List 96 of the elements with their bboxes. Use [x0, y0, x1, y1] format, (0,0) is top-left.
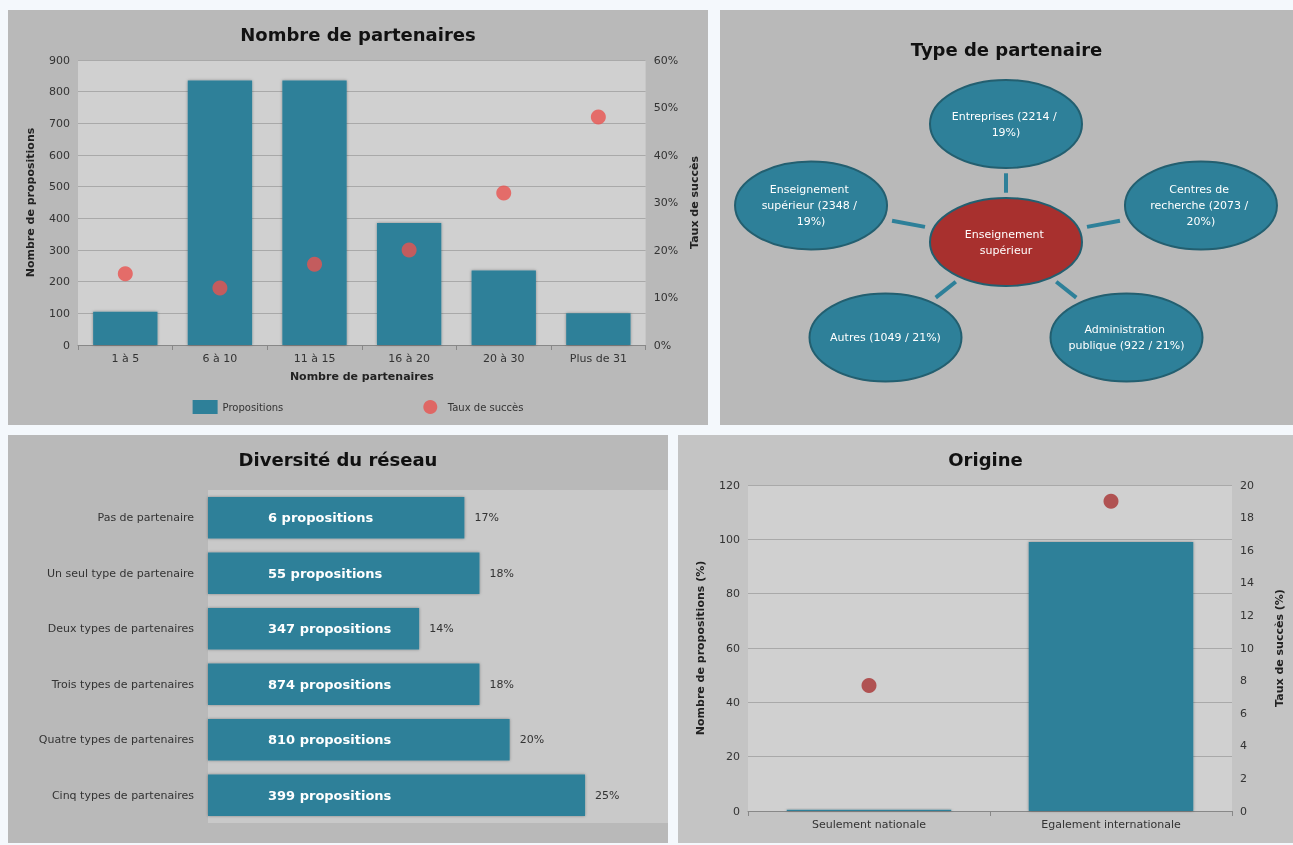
y2-tick-label: 4 [1240, 739, 1247, 753]
y-tick-label: 100 [49, 306, 70, 320]
y2-tick-label: 20 [1240, 478, 1254, 492]
text: Entreprises (2214 / 19%) [951, 109, 1061, 139]
y2-axis-title: Taux de succès (%) [1273, 589, 1286, 707]
y-tick-label: 600 [49, 148, 70, 162]
y-tick-label: 500 [49, 180, 70, 194]
y2-tick-label: 20% [653, 243, 679, 257]
chart-title: Origine [948, 448, 1023, 470]
y-tick-label: 200 [49, 275, 70, 289]
x-tick-label: 11 à 15 [293, 352, 336, 365]
bar [282, 80, 347, 345]
point [401, 242, 417, 258]
y2-tick-label: 8 [1240, 674, 1247, 688]
annotation: 874 propositions [268, 676, 392, 692]
y2-tick-label: 10 [1240, 641, 1254, 655]
annotation: 55 propositions [268, 565, 383, 581]
data-label: 25% [595, 788, 620, 802]
text: Centres de recherche (2073 / 20%) [1150, 183, 1252, 229]
legend-label: Taux de succès [446, 401, 524, 413]
y-tick-label: Quatre types de partenaires [38, 733, 195, 747]
x-tick-label: 16 à 20 [388, 352, 430, 365]
x-axis-title: Nombre de partenaires [289, 370, 435, 383]
y-tick-label: Cinq types de partenaires [51, 788, 195, 802]
y2-tick-label: 16 [1240, 543, 1254, 557]
annotation: 6 propositions [268, 510, 374, 526]
data-label: 14% [429, 622, 454, 636]
x-tick-label: Seulement nationale [811, 818, 927, 831]
x-tick-label: 6 à 10 [202, 352, 238, 365]
bar [208, 774, 586, 817]
bar [376, 223, 442, 345]
annotation: 347 propositions [268, 621, 392, 637]
annotation: 810 propositions [268, 732, 392, 748]
point [117, 266, 133, 282]
x-tick-label: Plus de 31 [569, 352, 627, 365]
point [496, 185, 512, 201]
bar [208, 663, 480, 706]
y-tick-label: Deux types de partenaires [47, 622, 195, 636]
text: Autres (1049 / 21%) [830, 330, 941, 344]
y-tick-label: 700 [49, 116, 70, 130]
y-tick-label: 300 [49, 243, 70, 257]
bar [208, 496, 465, 539]
y2-tick-label: 2 [1240, 771, 1247, 785]
y-tick-label: 40 [726, 695, 740, 709]
x-tick-label: Egalement internationale [1041, 818, 1182, 831]
y2-tick-label: 14 [1240, 576, 1254, 590]
text: Type de partenaire [910, 38, 1103, 60]
bar [93, 311, 158, 345]
legend-label: Propositions [222, 401, 284, 413]
y2-axis-title: Taux de succès [688, 155, 701, 249]
point [307, 256, 323, 272]
y2-tick-label: 10% [653, 291, 679, 304]
y-tick-label: 400 [49, 211, 70, 225]
chart-title: Nombre de partenaires [240, 23, 476, 45]
y2-tick-label: 0% [653, 338, 672, 352]
y-tick-label: 900 [49, 53, 70, 67]
y-tick-label: Pas de partenaire [97, 511, 195, 525]
y2-tick-label: 30% [653, 196, 679, 209]
annotation: 399 propositions [268, 787, 392, 803]
y2-tick-label: 18 [1240, 511, 1254, 525]
y-tick-label: Trois types de partenaires [50, 677, 195, 691]
y-tick-label: Un seul type de partenaire [46, 566, 195, 580]
y-tick-label: 0 [733, 804, 740, 818]
text: Enseignement supérieur (2348 / 19%) [761, 183, 861, 229]
y-tick-label: 120 [719, 478, 740, 492]
y2-tick-label: 6 [1240, 706, 1247, 720]
y-axis-title: Nombre de propositions [24, 127, 37, 278]
text: Enseignement supérieur [964, 227, 1048, 257]
chart-title: Diversité du réseau [238, 448, 438, 470]
y2-tick-label: 12 [1240, 608, 1254, 622]
data-label: 18% [489, 677, 514, 691]
data-label: 18% [489, 566, 514, 580]
text: Administration publique (922 / 21%) [1068, 322, 1185, 352]
y2-tick-label: 50% [653, 101, 679, 114]
y2-tick-label: 60% [653, 53, 679, 67]
y2-tick-label: 0 [1240, 804, 1247, 818]
y-tick-label: 0 [63, 338, 70, 352]
data-label: 20% [519, 733, 545, 747]
bar [208, 718, 510, 761]
y-tick-label: 60 [726, 641, 740, 655]
y-tick-label: 80 [726, 587, 740, 601]
x-tick-label: 1 à 5 [111, 352, 140, 365]
bar [471, 270, 536, 345]
y-tick-label: 100 [719, 532, 740, 546]
bar [208, 607, 420, 650]
point [590, 109, 606, 125]
data-label: 17% [474, 511, 499, 525]
point [212, 280, 228, 296]
x-tick-label: 20 à 30 [482, 352, 525, 365]
y-axis-title: Nombre de propositions (%) [694, 560, 707, 736]
bar [208, 552, 480, 595]
y-tick-label: 20 [726, 750, 740, 764]
bar [566, 313, 631, 345]
y2-tick-label: 40% [653, 148, 679, 162]
y-tick-label: 800 [49, 85, 70, 99]
bar [187, 80, 253, 345]
